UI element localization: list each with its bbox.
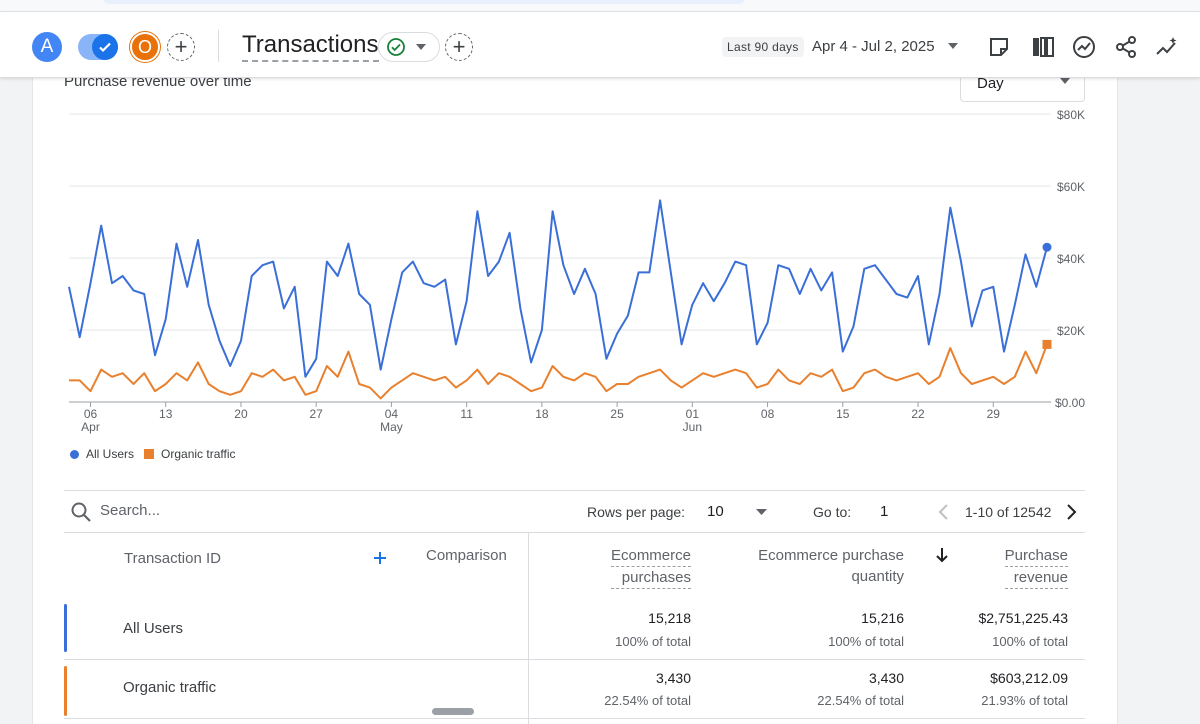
note-icon[interactable] (986, 34, 1012, 60)
row-all-users-label: All Users (123, 620, 184, 637)
row-organic-purchases: 3,430 (655, 670, 691, 686)
share-icon[interactable] (1113, 34, 1139, 60)
col-header-purchase-quantity-line2: quantity (851, 568, 904, 585)
comparison-avatar-all-users[interactable]: A (32, 32, 62, 62)
check-toggle-icon (92, 34, 118, 60)
report-card (32, 78, 1118, 724)
comparison-toggle[interactable] (78, 34, 118, 60)
row-all-users-quantity-pct: 100% of total (828, 634, 904, 649)
row-organic-label: Organic traffic (123, 679, 217, 696)
compare-columns-icon[interactable] (1030, 34, 1056, 60)
legend-all-users-swatch (70, 449, 79, 459)
col-header-purchase-revenue[interactable]: Purchase revenue (1004, 545, 1068, 589)
row-all-users-purchases-pct: 100% of total (615, 634, 691, 649)
col-header-ecommerce-purchases[interactable]: Ecommerce purchases (610, 545, 691, 589)
col-header-ecommerce-purchases-line2: purchases (610, 567, 691, 589)
edit-comparison-icon[interactable]: + (445, 33, 473, 61)
add-comparison-icon[interactable]: + (167, 33, 195, 61)
go-to-label: Go to: (813, 504, 852, 520)
col-header-comparison: Comparison (426, 547, 507, 564)
legend-organic-label[interactable]: Organic traffic (161, 447, 236, 461)
sparkle-trend-icon[interactable] (1154, 34, 1180, 60)
row-organic-color-bar (64, 666, 67, 716)
pagination-range: 1-10 of 12542 (965, 504, 1052, 520)
row-all-users-purchases: 15,218 (648, 610, 691, 626)
go-to-page-input[interactable]: 1 (880, 503, 889, 520)
row-all-users-revenue-pct: 100% of total (992, 634, 1068, 649)
comparison-avatar-organic[interactable]: O (130, 32, 160, 62)
rows-per-page-dropdown-icon[interactable] (756, 509, 767, 515)
browser-tab[interactable] (104, 0, 744, 4)
row-all-users-quantity: 15,216 (861, 610, 904, 626)
table-search-input[interactable] (100, 502, 400, 519)
header-divider (218, 30, 219, 62)
col-header-ecommerce-purchases-line1: Ecommerce (610, 545, 691, 567)
chevron-down-icon (1060, 78, 1070, 84)
row-organic-quantity: 3,430 (868, 670, 904, 686)
date-range-dropdown-icon[interactable] (948, 43, 958, 49)
chevron-right-icon[interactable] (1066, 503, 1078, 521)
sort-down-icon[interactable] (935, 547, 949, 563)
report-header: A O + Transactions + Last 90 days Apr 4 … (0, 12, 1200, 78)
search-icon (71, 502, 91, 522)
date-range-label: Last 90 days (722, 37, 804, 57)
horizontal-scroll-handle[interactable] (432, 708, 474, 715)
row-all-users-color-bar (64, 604, 67, 652)
chart-legend: All Users Organic traffic (70, 447, 236, 461)
rows-per-page-select[interactable]: 10 (707, 503, 724, 520)
chevron-down-icon (416, 44, 426, 50)
row-organic-revenue-pct: 21.93% of total (981, 693, 1068, 708)
granularity-value: Day (977, 75, 1004, 92)
chevron-left-icon[interactable] (937, 503, 949, 521)
col-header-purchase-quantity-line1: Ecommerce purchase (758, 547, 904, 564)
status-check-icon (387, 38, 405, 56)
insights-icon[interactable] (1071, 34, 1097, 60)
table-bottom-line (64, 718, 1085, 719)
row-organic-revenue: $603,212.09 (990, 670, 1068, 686)
add-dimension-icon[interactable] (373, 551, 387, 565)
page-title[interactable]: Transactions (242, 31, 379, 62)
col-header-purchase-revenue-line2: revenue (1004, 567, 1068, 589)
table-header-top-line (64, 532, 1085, 533)
date-range-value[interactable]: Apr 4 - Jul 2, 2025 (812, 38, 935, 55)
browser-top-strip (0, 0, 1200, 12)
row-organic-quantity-pct: 22.54% of total (817, 693, 904, 708)
col-header-purchase-quantity[interactable]: Ecommerce purchase quantity (758, 545, 904, 587)
table-column-separator (528, 532, 529, 724)
report-status-chip[interactable] (378, 32, 440, 62)
granularity-select[interactable]: Day (960, 75, 1085, 102)
col-header-transaction-id[interactable]: Transaction ID (124, 550, 221, 567)
table-row-divider (64, 659, 1085, 660)
legend-all-users-label[interactable]: All Users (86, 447, 135, 461)
row-organic-purchases-pct: 22.54% of total (604, 693, 691, 708)
row-all-users-revenue: $2,751,225.43 (978, 610, 1068, 626)
table-top-divider (64, 490, 1085, 491)
legend-organic-swatch (144, 449, 155, 459)
col-header-purchase-revenue-line1: Purchase (1004, 545, 1068, 567)
rows-per-page-label: Rows per page: (587, 504, 686, 520)
